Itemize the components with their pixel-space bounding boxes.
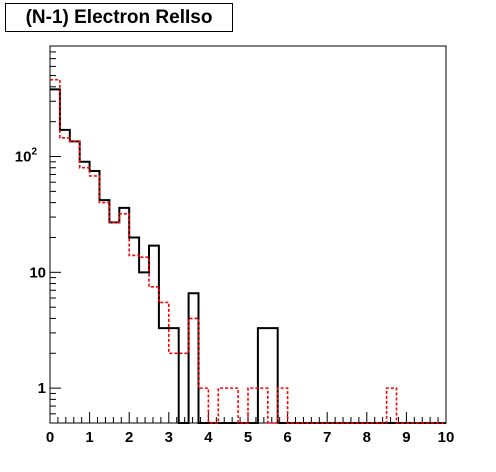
x-tick-label: 10	[438, 429, 455, 446]
x-tick-label: 1	[85, 429, 93, 446]
plot-frame	[49, 45, 447, 424]
x-tick-label: 5	[244, 429, 252, 446]
x-tick-label: 0	[46, 429, 54, 446]
x-tick-label: 9	[402, 429, 410, 446]
y-tick-label: 102	[15, 147, 38, 166]
y-tick-label: 1	[38, 380, 46, 397]
x-tick-label: 2	[125, 429, 133, 446]
x-tick-label: 6	[283, 429, 291, 446]
x-tick-label: 3	[165, 429, 173, 446]
y-tick-label: 10	[29, 264, 46, 281]
chart-title: (N-1) Electron RelIso	[5, 3, 233, 32]
x-tick-label: 8	[363, 429, 371, 446]
x-tick-label: 4	[204, 429, 213, 446]
histogram-series-2	[50, 78, 446, 424]
histogram-series-1	[50, 88, 446, 424]
x-tick-label: 7	[323, 429, 331, 446]
